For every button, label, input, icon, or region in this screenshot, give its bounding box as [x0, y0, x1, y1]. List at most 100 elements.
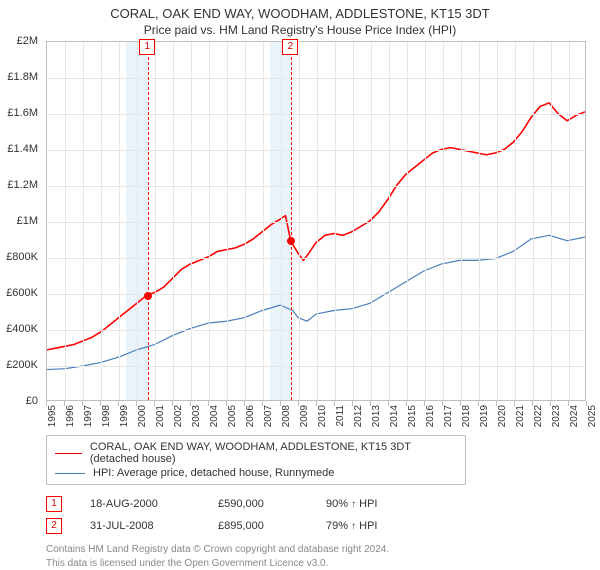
sale-flag-line [291, 42, 292, 400]
legend-box: CORAL, OAK END WAY, WOODHAM, ADDLESTONE,… [46, 435, 466, 485]
sale-pct: 79% ↑ HPI [326, 520, 377, 532]
chart-area: £0£200K£400K£600K£800K£1M£1.2M£1.4M£1.6M… [46, 41, 586, 401]
sale-date: 31-JUL-2008 [90, 520, 190, 532]
x-tick-label: 2013 [371, 405, 382, 435]
gridline-v [335, 42, 336, 400]
y-tick-label: £200K [0, 359, 38, 371]
sale-flag-mini: 1 [46, 496, 62, 512]
sale-marker [287, 237, 295, 245]
x-tick-label: 2011 [335, 405, 346, 435]
chart-title-line2: Price paid vs. HM Land Registry's House … [0, 21, 600, 41]
gridline-h [47, 366, 585, 367]
legend-swatch [55, 473, 85, 474]
gridline-v [425, 42, 426, 400]
sale-marker [144, 292, 152, 300]
gridline-h [47, 294, 585, 295]
x-tick-label: 2002 [173, 405, 184, 435]
x-tick-label: 2014 [389, 405, 400, 435]
gridline-v [83, 42, 84, 400]
x-tick-label: 2023 [551, 405, 562, 435]
x-tick-label: 2016 [425, 405, 436, 435]
plot-area [46, 41, 586, 401]
y-tick-label: £0 [0, 395, 38, 407]
legend-swatch [55, 453, 82, 454]
attribution: Contains HM Land Registry data © Crown c… [46, 543, 586, 570]
x-tick-label: 2012 [353, 405, 364, 435]
x-tick-label: 2001 [155, 405, 166, 435]
gridline-v [227, 42, 228, 400]
gridline-v [155, 42, 156, 400]
sale-flag-box: 1 [139, 39, 155, 55]
gridline-v [371, 42, 372, 400]
arrow-up-icon: ↑ [351, 499, 356, 510]
y-tick-label: £1.2M [0, 179, 38, 191]
sale-price: £895,000 [218, 520, 298, 532]
x-tick-label: 2010 [317, 405, 328, 435]
x-tick-label: 1996 [65, 405, 76, 435]
x-tick-label: 2008 [281, 405, 292, 435]
x-tick-label: 2003 [191, 405, 202, 435]
x-tick-label: 2007 [263, 405, 274, 435]
x-tick-label: 2000 [137, 405, 148, 435]
chart-title-line1: CORAL, OAK END WAY, WOODHAM, ADDLESTONE,… [0, 0, 600, 21]
x-tick-label: 2025 [587, 405, 598, 435]
attribution-line1: Contains HM Land Registry data © Crown c… [46, 543, 586, 557]
x-tick-label: 1999 [119, 405, 130, 435]
x-tick-label: 2022 [533, 405, 544, 435]
gridline-h [47, 222, 585, 223]
gridline-v [263, 42, 264, 400]
attribution-line2: This data is licensed under the Open Gov… [46, 557, 586, 570]
y-tick-label: £2M [0, 35, 38, 47]
gridline-v [461, 42, 462, 400]
gridline-v [137, 42, 138, 400]
legend-row: HPI: Average price, detached house, Runn… [55, 466, 457, 480]
gridline-v [551, 42, 552, 400]
x-tick-label: 2006 [245, 405, 256, 435]
series-line-price_paid [47, 103, 585, 350]
y-tick-label: £600K [0, 287, 38, 299]
x-tick-label: 2024 [569, 405, 580, 435]
sale-flag-box: 2 [282, 39, 298, 55]
gridline-v [119, 42, 120, 400]
x-tick-label: 2015 [407, 405, 418, 435]
x-tick-label: 2020 [497, 405, 508, 435]
sale-pct: 90% ↑ HPI [326, 498, 377, 510]
gridline-h [47, 330, 585, 331]
x-tick-label: 1997 [83, 405, 94, 435]
y-tick-label: £400K [0, 323, 38, 335]
legend-label: HPI: Average price, detached house, Runn… [93, 467, 334, 479]
gridline-h [47, 78, 585, 79]
gridline-v [173, 42, 174, 400]
x-tick-label: 2019 [479, 405, 490, 435]
x-tick-label: 2009 [299, 405, 310, 435]
gridline-v [389, 42, 390, 400]
gridline-v [245, 42, 246, 400]
y-tick-label: £800K [0, 251, 38, 263]
series-line-hpi [47, 235, 585, 369]
gridline-v [65, 42, 66, 400]
gridline-v [497, 42, 498, 400]
gridline-h [47, 258, 585, 259]
gridline-h [47, 186, 585, 187]
sale-price: £590,000 [218, 498, 298, 510]
x-tick-label: 2017 [443, 405, 454, 435]
gridline-v [317, 42, 318, 400]
gridline-v [101, 42, 102, 400]
gridline-v [191, 42, 192, 400]
sale-flag-line [148, 42, 149, 400]
y-tick-label: £1.8M [0, 71, 38, 83]
gridline-v [407, 42, 408, 400]
sale-flag-mini: 2 [46, 518, 62, 534]
x-tick-label: 2021 [515, 405, 526, 435]
x-tick-label: 1995 [47, 405, 58, 435]
gridline-h [47, 114, 585, 115]
x-tick-label: 2004 [209, 405, 220, 435]
gridline-v [533, 42, 534, 400]
sale-date: 18-AUG-2000 [90, 498, 190, 510]
sale-row: 2 31-JUL-2008 £895,000 79% ↑ HPI [46, 515, 586, 537]
gridline-v [299, 42, 300, 400]
y-tick-label: £1.4M [0, 143, 38, 155]
legend-row: CORAL, OAK END WAY, WOODHAM, ADDLESTONE,… [55, 440, 457, 466]
gridline-h [47, 150, 585, 151]
y-tick-label: £1.6M [0, 107, 38, 119]
